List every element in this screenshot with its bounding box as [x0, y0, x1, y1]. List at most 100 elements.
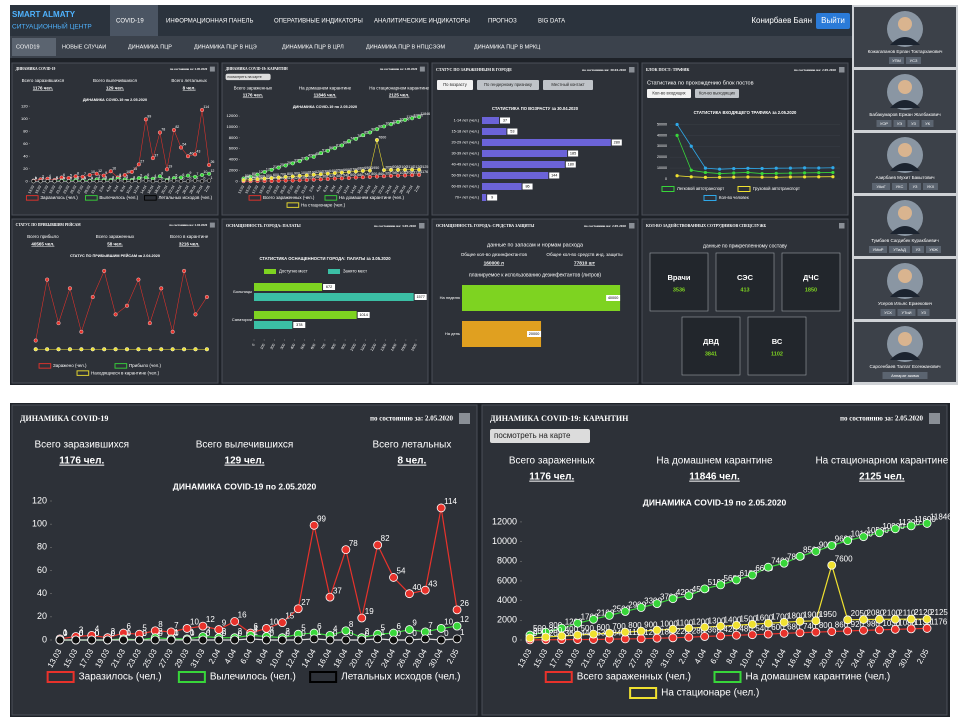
filter-button[interactable] — [437, 80, 473, 90]
person-tag[interactable] — [907, 120, 920, 127]
panel-icon[interactable] — [419, 66, 425, 72]
panel-icon[interactable] — [839, 223, 845, 229]
logout-button[interactable] — [816, 13, 850, 29]
person-tag[interactable] — [892, 183, 907, 190]
person-tag-label[interactable]: УКЖ — [929, 247, 938, 252]
data-point — [732, 167, 736, 171]
data-label: 0 — [79, 629, 84, 638]
subnav-item[interactable]: НОВЫЕ СЛУЧАИ — [62, 44, 106, 50]
panel-date: по состоянию на: 2.05.2020 — [584, 224, 626, 228]
logout-label[interactable]: Выйти — [821, 16, 845, 25]
toggle-button-label[interactable]: Кол-во выходящих — [699, 91, 736, 96]
person-tag-label[interactable]: УПМ — [892, 58, 901, 63]
data-label: 2 — [111, 627, 116, 636]
filter-button-label[interactable]: По гендерному признаку — [484, 82, 533, 87]
person-tag[interactable] — [889, 246, 910, 253]
person-tag-label[interactable]: УЭ — [897, 121, 902, 126]
stat-label: На домашнем карантине — [656, 456, 773, 467]
data-label: 1600 — [755, 613, 773, 622]
subnav-item[interactable]: ДИНАМИКА ПЦР — [128, 44, 172, 50]
toggle-button[interactable] — [647, 89, 691, 98]
person-tag[interactable] — [909, 183, 921, 190]
data-label: 600 — [273, 173, 279, 177]
panel-icon[interactable] — [929, 413, 940, 424]
person-tag[interactable] — [921, 120, 934, 127]
person-tag-label[interactable]: УКС — [896, 184, 904, 189]
panel-icon[interactable] — [209, 66, 215, 72]
person-tag-label[interactable]: УЗ — [911, 121, 916, 126]
data-label: 2 — [105, 175, 107, 179]
subnav-item[interactable]: ДИНАМИКА ПЦР В ЦРЛ — [282, 44, 344, 50]
filter-button[interactable] — [543, 80, 593, 90]
data-point — [732, 175, 736, 179]
data-label: 740 — [364, 172, 370, 176]
map-button-label[interactable]: посмотреть на карте — [227, 75, 261, 79]
person-tag[interactable] — [912, 246, 924, 253]
panel-icon[interactable] — [839, 67, 845, 73]
data-label: 0 — [84, 177, 86, 181]
panel-icon[interactable] — [629, 223, 635, 229]
toggle-button-label[interactable]: Кол-во входящих — [652, 91, 686, 96]
person-tag[interactable] — [893, 120, 906, 127]
nav-item[interactable]: ПРОГНОЗ — [488, 19, 517, 25]
subnav-item[interactable]: ДИНАМИКА ПЦР В НПЦСЭЭМ — [366, 44, 445, 50]
data-point — [248, 177, 253, 182]
person-tag-label[interactable]: УАиГ — [876, 184, 886, 189]
person-tag-label[interactable]: УСЗ — [910, 58, 918, 63]
data-point — [875, 614, 884, 624]
person-tag-label[interactable]: УСХ — [884, 310, 892, 315]
data-point — [703, 175, 708, 179]
map-button[interactable] — [225, 73, 271, 81]
filter-button[interactable] — [477, 80, 539, 90]
person-tag[interactable] — [897, 309, 916, 316]
map-button[interactable] — [490, 429, 590, 443]
person-tag-label[interactable]: УК — [925, 121, 931, 126]
data-label: 27 — [140, 160, 144, 164]
person-tag[interactable] — [872, 183, 890, 190]
panel-icon[interactable] — [629, 67, 635, 73]
person-tag[interactable] — [906, 57, 921, 64]
filter-button-label[interactable]: По возрасту — [443, 82, 468, 87]
nav-item[interactable]: ИНФОРМАЦИОННАЯ ПАНЕЛЬ — [166, 19, 253, 25]
data-label: 300 — [252, 175, 258, 179]
nav-item[interactable]: ОПЕРАТИВНЫЕ ИНДИКАТОРЫ — [274, 19, 363, 25]
map-button-label[interactable]: посмотреть на карте — [494, 431, 571, 440]
nav-item[interactable]: АНАЛИТИЧЕСКИЕ ИНДИКАТОРЫ — [374, 19, 470, 25]
subnav-item[interactable]: COVID19 — [16, 44, 40, 50]
person-tag[interactable] — [917, 309, 930, 316]
person-tag-label[interactable]: УТиАД — [893, 247, 906, 252]
data-label: 1 — [428, 628, 433, 637]
data-label: 1 — [210, 176, 212, 180]
subnav-item[interactable]: ДИНАМИКА ПЦР В МРКЦ — [474, 44, 540, 50]
data-label: 0 — [56, 177, 58, 181]
data-label: 1 — [254, 628, 259, 637]
person-tag-label[interactable]: УМиР — [873, 247, 884, 252]
person-tag[interactable] — [876, 120, 892, 127]
person-tag-label[interactable]: УЗ — [913, 184, 918, 189]
panel-icon[interactable] — [419, 223, 425, 229]
person-tag[interactable] — [923, 183, 938, 190]
data-point — [788, 175, 793, 179]
filter-button-label[interactable]: Местный контакт — [551, 82, 584, 87]
person-tag-label[interactable]: УКХ — [927, 184, 935, 189]
data-point — [56, 321, 61, 326]
subnav-item[interactable]: ДИНАМИКА ПЦР В НЦЭ — [194, 44, 257, 50]
person-tag[interactable] — [882, 372, 928, 379]
panel-icon[interactable] — [459, 413, 470, 424]
person-tag-label[interactable]: Аппарат акима — [891, 373, 919, 378]
person-tag-label[interactable]: УЗ — [916, 247, 921, 252]
person-tag[interactable] — [869, 246, 887, 253]
person-tag-label[interactable]: УЗ — [921, 310, 926, 315]
value-label: 378 — [296, 323, 302, 327]
person-tag-label[interactable]: УТиИ — [902, 310, 912, 315]
person-tag-label[interactable]: УОР — [880, 121, 889, 126]
person-tag[interactable] — [889, 57, 904, 64]
panel-icon[interactable] — [209, 222, 215, 228]
person-tag[interactable] — [926, 246, 941, 253]
person-tag[interactable] — [880, 309, 896, 316]
value-label: 144 — [551, 174, 557, 178]
nav-item[interactable]: BIG DATA — [538, 19, 565, 25]
toggle-button[interactable] — [695, 89, 739, 98]
nav-item[interactable]: COVID-19 — [116, 19, 144, 25]
data-label: 37 — [154, 153, 158, 157]
